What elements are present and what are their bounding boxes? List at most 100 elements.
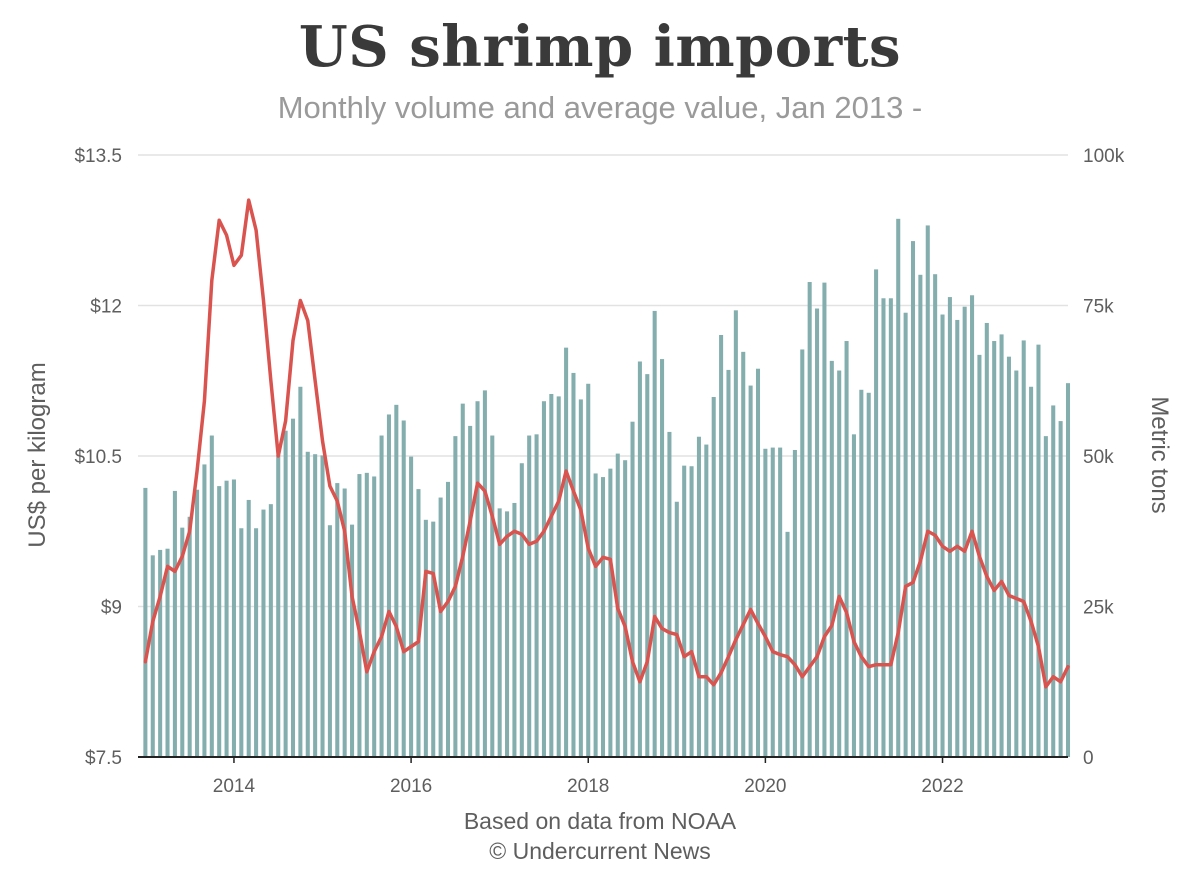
volume-bar [268,504,273,757]
x-tick-label: 2018 [567,776,609,797]
volume-bar [505,511,510,757]
volume-bar [254,528,259,757]
volume-bar [401,420,406,757]
volume-bar [261,509,266,757]
volume-bar [637,361,642,757]
volume-bar [246,499,251,757]
volume-bar [350,524,355,757]
y-tick-label-left: $10.5 [74,447,122,468]
volume-bar [239,528,244,757]
volume-bar [903,312,908,757]
volume-bar [586,383,591,757]
volume-bar [357,474,362,757]
volume-bar [940,314,945,757]
volume-bar [800,349,805,757]
volume-bar [925,225,930,757]
volume-bar [342,488,347,757]
y-tick-label-left: $12 [90,297,122,318]
volume-bar [992,341,997,757]
volume-bar [195,489,200,757]
volume-bar [999,334,1004,757]
volume-bar [741,351,746,757]
volume-bar [947,297,952,757]
volume-bar [165,548,170,757]
value-line [143,198,1070,689]
volume-bar [224,480,229,757]
volume-bar [733,310,738,757]
volume-bar [1036,344,1041,757]
volume-bar [918,274,923,757]
volume-bar [837,370,842,757]
y-tick-label-left: $7.5 [85,748,122,769]
volume-bar [438,497,443,757]
volume-bar [305,451,310,757]
volume-bar [696,436,701,757]
volume-bar [682,465,687,757]
volume-bar [593,473,598,757]
volume-bar [541,401,546,757]
volume-bar [933,274,938,757]
volume-bar [298,386,303,757]
volume-bar [970,295,975,757]
volume-bar [660,359,665,757]
volume-bar [423,519,428,757]
volume-bar [888,298,893,757]
volume-bar [386,414,391,757]
volume-bar [549,393,554,757]
volume-bar [143,487,148,757]
volume-bar [394,404,399,757]
volume-bar [445,481,451,757]
volume-bar [556,396,561,757]
volume-bar [1021,340,1026,757]
volume-bar [844,341,849,757]
volume-bar [1065,383,1071,757]
volume-bar [527,435,532,757]
volume-bar [564,347,569,757]
volume-bar [313,454,318,757]
volume-bar [770,447,775,757]
volume-bar [600,477,606,757]
volume-bar [409,456,414,757]
volume-bar [209,435,214,757]
volume-bar [512,502,517,757]
y-tick-label-right: 25k [1083,598,1114,619]
volume-bar [534,434,539,757]
volume-bar [623,460,628,757]
volume-bar [1006,356,1011,757]
volume-bar [859,389,864,757]
volume-bar [785,531,790,757]
axes: $7.5 $9 $10.5 $12 $13.5 0 25k 50k 75k 100k 2014 201… [74,146,1124,797]
volume-bar [807,282,812,757]
x-tick-label: 2020 [744,776,786,797]
volume-bar [180,527,185,757]
volume-bar [608,468,613,757]
volume-bar [372,476,377,757]
source-caption: Based on data from NOAA [463,808,737,834]
copyright-caption: © Undercurrent News [489,838,711,864]
volume-bar [231,479,236,757]
volume-bar [704,444,709,757]
volume-bar [335,483,340,757]
volume-bar [815,308,820,757]
volume-bar [955,319,960,757]
volume-bar [460,403,465,757]
y-tick-label-right: 100k [1083,146,1125,167]
volume-bar [416,489,421,757]
volume-bar [1043,436,1048,757]
volume-bar [1058,421,1063,757]
y-axis-label-left: US$ per kilogram [24,362,51,547]
volume-bar [689,466,694,757]
volume-bar [150,555,155,757]
volume-bar [719,334,724,757]
y-tick-label-right: 0 [1083,748,1094,769]
volume-bar [755,368,761,757]
volume-bar [881,298,886,757]
volume-bar [1029,386,1034,757]
volume-bar [822,282,827,757]
volume-bar [475,401,480,757]
volume-bar [792,449,797,757]
volume-bar [158,549,163,757]
volume-bar [202,464,207,757]
y-tick-label-right: 75k [1083,297,1114,318]
